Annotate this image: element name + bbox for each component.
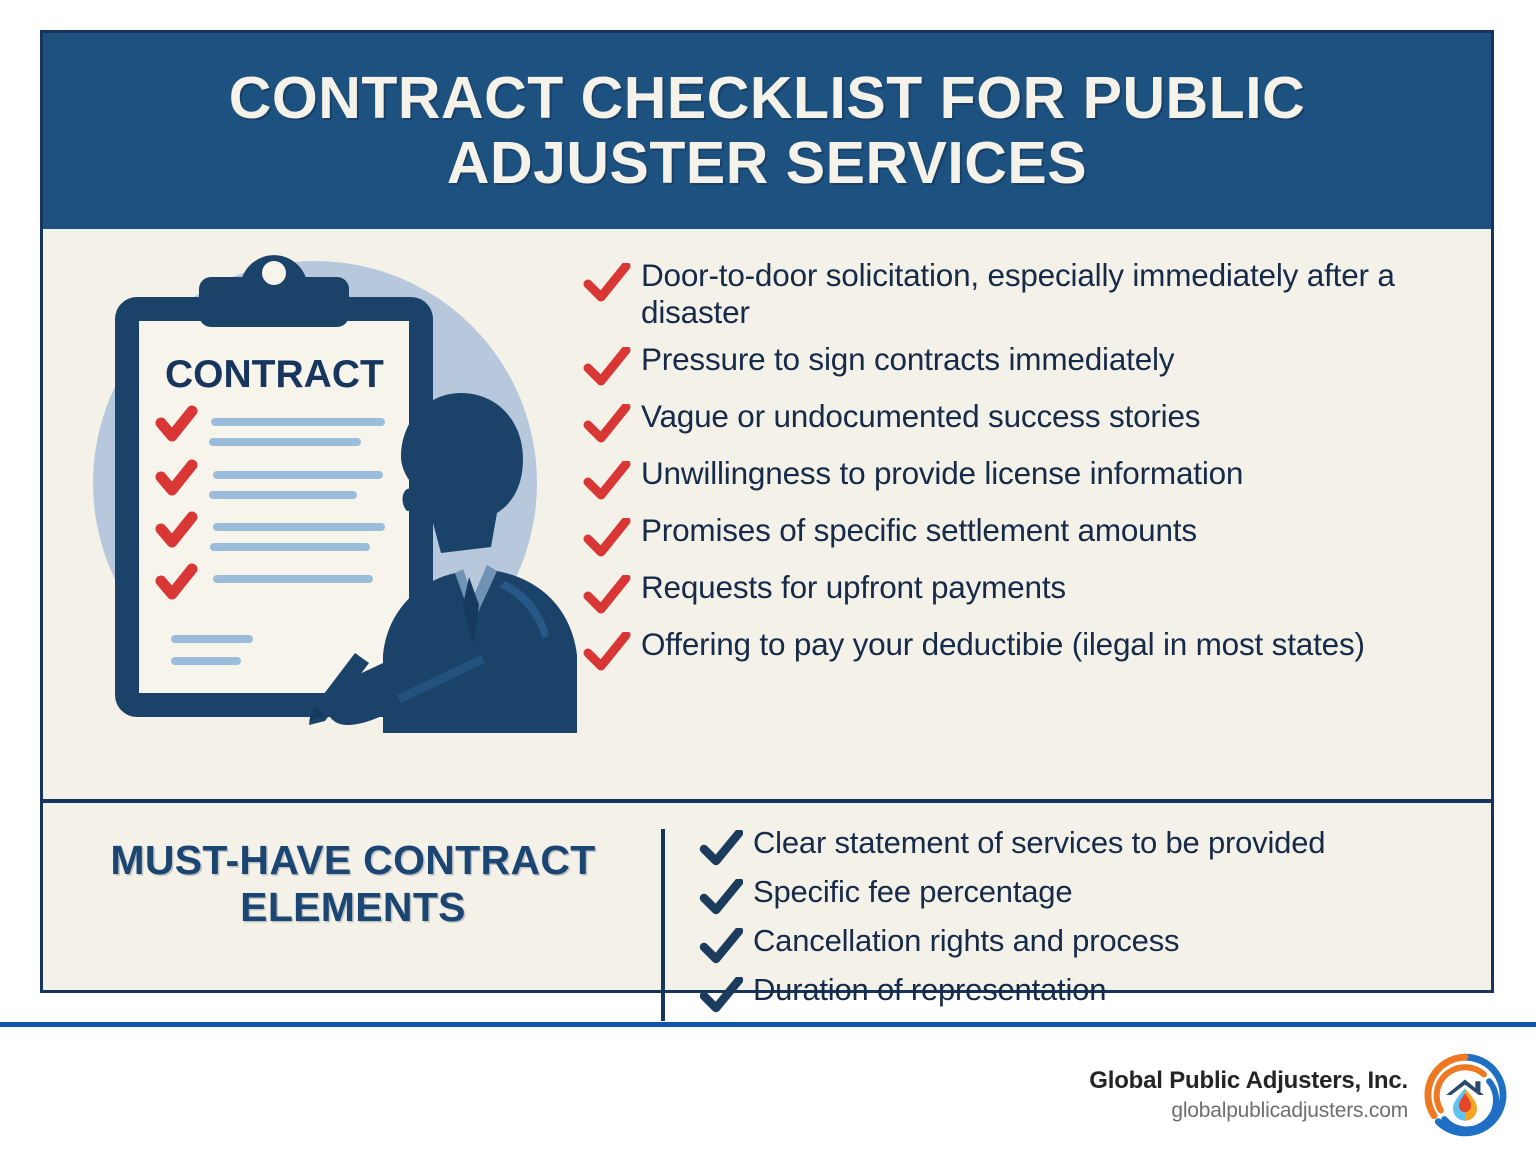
list-item-label: Door-to-door solicitation, especially im… bbox=[641, 257, 1395, 330]
red-check-icon bbox=[583, 404, 631, 443]
list-item-label: Vague or undocumented success stories bbox=[641, 398, 1201, 435]
list-item: Specific fee percentage bbox=[699, 874, 1481, 915]
footer-rule bbox=[0, 1022, 1536, 1027]
list-item: Clear statement of services to be provid… bbox=[699, 825, 1481, 866]
list-item-label: Cancellation rights and process bbox=[753, 923, 1180, 958]
list-item: Requests for upfront payments bbox=[583, 569, 1481, 615]
list-item: Cancellation rights and process bbox=[699, 923, 1481, 964]
list-item-label: Unwillingness to provide license informa… bbox=[641, 455, 1244, 492]
must-have-title-column: MUST-HAVE CONTRACT ELEMENTS bbox=[43, 803, 663, 1021]
clipboard-clip bbox=[199, 277, 349, 327]
list-item: Pressure to sign contracts immediately bbox=[583, 341, 1481, 387]
list-item-label: Specific fee percentage bbox=[753, 874, 1073, 909]
clipboard-paper bbox=[139, 321, 409, 693]
company-name: Global Public Adjusters, Inc. bbox=[1089, 1067, 1408, 1094]
list-item-label: Offering to pay your deductibie (ilegal … bbox=[641, 626, 1365, 663]
navy-check-icon bbox=[699, 879, 743, 915]
main-content: CONTRACT bbox=[43, 229, 1491, 799]
global-public-adjusters-logo bbox=[1424, 1053, 1507, 1137]
navy-check-icon bbox=[699, 928, 743, 964]
list-item: Duration of representation bbox=[699, 972, 1481, 1013]
column-divider bbox=[661, 829, 665, 1021]
list-item-label: Duration of representation bbox=[753, 972, 1107, 1007]
must-have-section: MUST-HAVE CONTRACT ELEMENTS Clear statem… bbox=[43, 803, 1491, 1021]
list-item-label: Pressure to sign contracts immediately bbox=[641, 341, 1175, 378]
red-check-icon bbox=[583, 263, 631, 302]
businessman-silhouette bbox=[309, 393, 577, 733]
list-item-label: Promises of specific settlement amounts bbox=[641, 512, 1197, 549]
navy-check-icon bbox=[699, 830, 743, 866]
list-item: Vague or undocumented success stories bbox=[583, 398, 1481, 444]
list-item-label: Clear statement of services to be provid… bbox=[753, 825, 1326, 860]
warning-signs-list: Door-to-door solicitation, especially im… bbox=[583, 229, 1491, 799]
illustration-column: CONTRACT bbox=[43, 229, 583, 799]
clipboard-title-text: CONTRACT bbox=[165, 353, 384, 396]
header-banner: CONTRACT CHECKLIST FOR PUBLIC ADJUSTER S… bbox=[43, 33, 1491, 229]
section-divider bbox=[43, 799, 1491, 803]
clipboard-clip-hole bbox=[262, 261, 286, 285]
paper-check-icon-1 bbox=[155, 405, 198, 442]
footer: Global Public Adjusters, Inc. globalpubl… bbox=[0, 1030, 1536, 1154]
red-check-icon bbox=[583, 575, 631, 614]
section-title: MUST-HAVE CONTRACT ELEMENTS bbox=[110, 837, 596, 931]
list-item: Offering to pay your deductibie (ilegal … bbox=[583, 626, 1481, 672]
red-check-icon bbox=[583, 347, 631, 386]
company-website: globalpublicadjusters.com bbox=[1171, 1099, 1408, 1122]
list-item: Door-to-door solicitation, especially im… bbox=[583, 257, 1481, 330]
list-item: Promises of specific settlement amounts bbox=[583, 512, 1481, 558]
red-check-icon bbox=[583, 632, 631, 671]
list-item-label: Requests for upfront payments bbox=[641, 569, 1066, 606]
navy-check-icon bbox=[699, 977, 743, 1013]
paper-check-icon-4 bbox=[155, 563, 198, 600]
contract-illustration: CONTRACT bbox=[93, 255, 577, 733]
red-check-icon bbox=[583, 461, 631, 500]
page-title: CONTRACT CHECKLIST FOR PUBLIC ADJUSTER S… bbox=[228, 65, 1306, 196]
paper-check-icon-3 bbox=[155, 511, 198, 548]
must-have-list: Clear statement of services to be provid… bbox=[663, 803, 1491, 1021]
red-check-icon bbox=[583, 518, 631, 557]
list-item: Unwillingness to provide license informa… bbox=[583, 455, 1481, 501]
infographic-card: CONTRACT CHECKLIST FOR PUBLIC ADJUSTER S… bbox=[40, 30, 1494, 1021]
footer-text-block: Global Public Adjusters, Inc. globalpubl… bbox=[1089, 1067, 1408, 1123]
paper-check-icon-2 bbox=[155, 459, 198, 496]
